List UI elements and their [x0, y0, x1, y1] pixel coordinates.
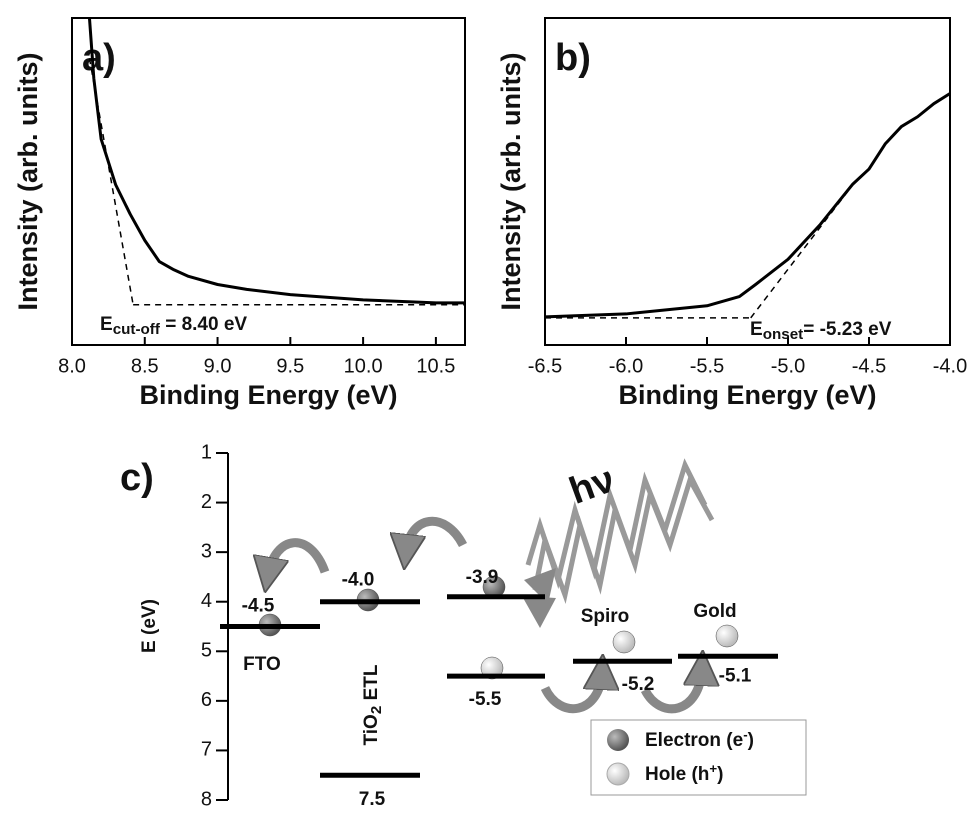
annotation: Eonset= -5.23 eV — [750, 319, 892, 343]
text-part: Electron (e — [645, 730, 743, 751]
level-label: -5.1 — [719, 665, 752, 686]
level-label: -4.0 — [342, 570, 375, 591]
x-tick-label: -5.0 — [771, 355, 805, 377]
y-tick-label: 8 — [201, 788, 212, 810]
y-tick-label: 4 — [201, 590, 212, 612]
x-tick-label: 10.5 — [416, 355, 455, 377]
plot-frame — [71, 17, 466, 346]
text-part: E — [750, 319, 763, 340]
light-wave — [522, 458, 715, 628]
y-axis-label: Intensity (arb. units) — [496, 52, 526, 310]
level-label: 7.5 — [359, 789, 386, 810]
legend-label: Electron (e-) — [645, 727, 754, 751]
text-part: = 8.40 eV — [160, 314, 247, 335]
text-part: Hole (h — [645, 764, 709, 785]
y-axis-label: Intensity (arb. units) — [13, 52, 43, 310]
text-part: E — [100, 314, 113, 335]
text-part: onset — [763, 326, 804, 343]
text-part: ETL — [361, 664, 382, 706]
annotation: Ecut-off = 8.40 eV — [100, 314, 247, 338]
y-tick-label: 1 — [201, 441, 212, 463]
x-tick-label: 10.0 — [344, 355, 383, 377]
y-tick-label: 3 — [201, 540, 212, 562]
text-part: FTO — [243, 654, 281, 675]
x-axis-label: Binding Energy (eV) — [139, 380, 397, 410]
fit-line — [88, 58, 134, 305]
panel-label: a) — [82, 37, 116, 79]
y-tick-label: 6 — [201, 689, 212, 711]
text-part: - — [743, 727, 747, 742]
legend-label: Hole (h+) — [645, 761, 723, 785]
data-line — [87, 17, 465, 305]
y-tick-label: 5 — [201, 640, 212, 662]
material-name: FTO — [243, 654, 281, 675]
plot-frame — [544, 17, 951, 346]
x-tick-label: -5.5 — [690, 355, 724, 377]
material-name: Spiro — [581, 606, 630, 627]
x-tick-label: -6.0 — [609, 355, 643, 377]
level-label: -5.5 — [469, 689, 502, 710]
text-part: TiO — [361, 714, 382, 745]
x-tick-label: 8.0 — [58, 355, 86, 377]
level-label: -4.5 — [242, 596, 275, 617]
panel-label: c) — [120, 457, 154, 499]
x-tick-label: 9.5 — [276, 355, 304, 377]
y-tick-label: 2 — [201, 491, 212, 513]
level-label: -5.2 — [622, 674, 655, 695]
fit-line — [750, 184, 854, 319]
x-tick-label: 9.0 — [204, 355, 232, 377]
x-tick-label: -4.0 — [933, 355, 967, 377]
text-part: = -5.23 eV — [803, 319, 892, 340]
panel-label: b) — [555, 37, 591, 79]
legend-electron — [607, 729, 629, 751]
legend-box — [590, 719, 807, 796]
y-axis-label: E (eV) — [139, 599, 160, 653]
y-tick-label: 7 — [201, 739, 212, 761]
material-name: TiO2 ETL — [361, 664, 385, 745]
text-part: Spiro — [581, 606, 630, 627]
material-name: Gold — [693, 601, 736, 622]
charges — [258, 575, 739, 680]
x-tick-label: -6.5 — [528, 355, 562, 377]
text-part: 2 — [368, 706, 385, 714]
text-part: cut-off — [113, 321, 161, 338]
data-line — [544, 92, 951, 319]
x-tick-label: 8.5 — [131, 355, 159, 377]
text-part: + — [709, 761, 717, 776]
legend-hole — [606, 762, 630, 786]
text-part: Gold — [693, 601, 736, 622]
arrows — [268, 516, 702, 714]
x-axis-label: Binding Energy (eV) — [618, 380, 876, 410]
x-tick-label: -4.5 — [852, 355, 886, 377]
text-part: ) — [717, 764, 723, 785]
text-part: ) — [748, 730, 754, 751]
level-label: -3.9 — [466, 567, 499, 588]
